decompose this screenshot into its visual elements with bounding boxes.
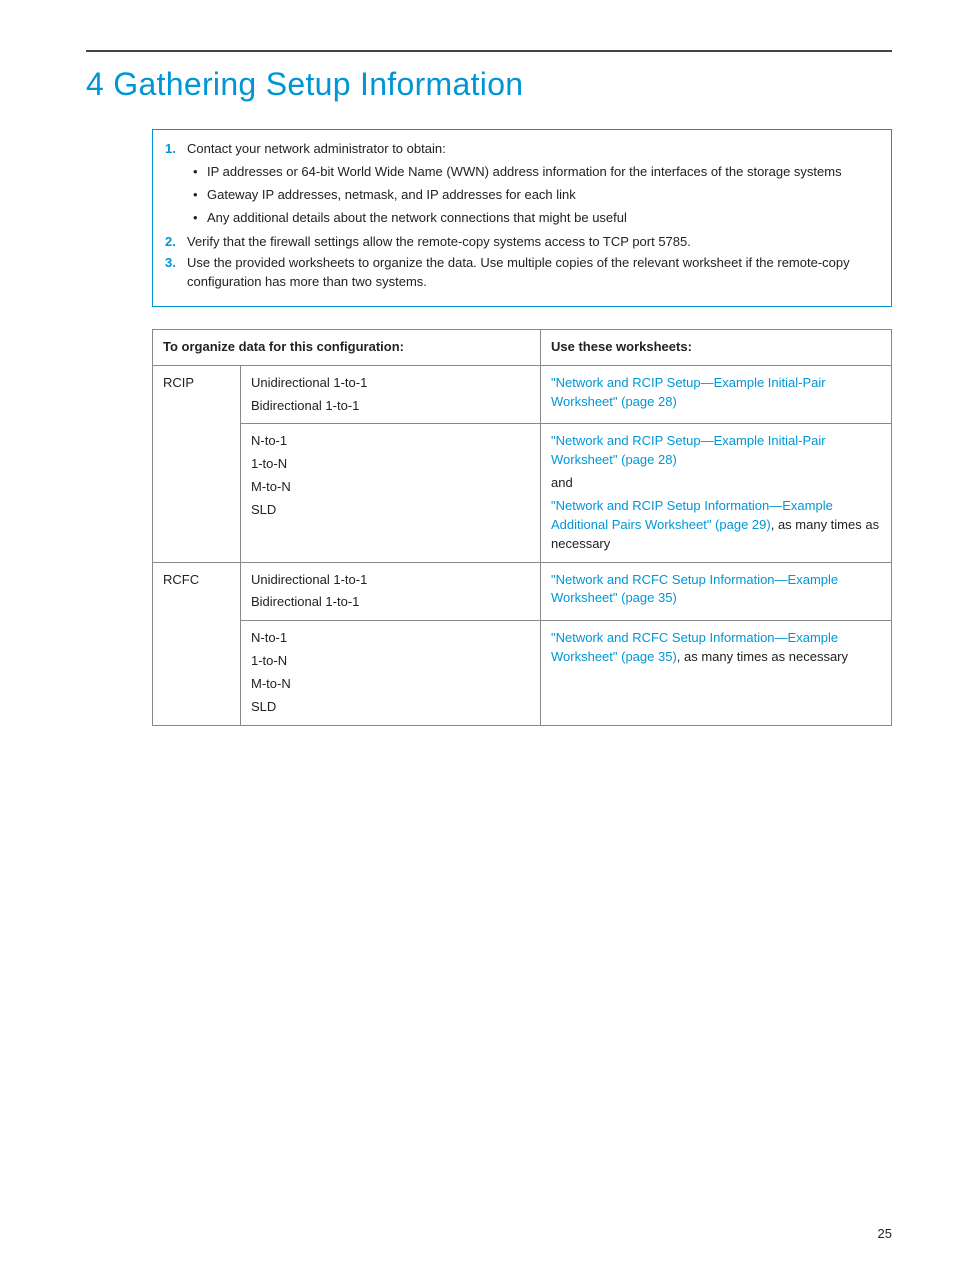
step-3: 3. Use the provided worksheets to organi…	[165, 254, 875, 292]
worksheet-link[interactable]: "Network and RCFC Setup Information—Exam…	[551, 572, 838, 606]
cell-config-rcfc-2: N-to-1 1-to-N M-to-N SLD	[241, 621, 541, 725]
cell-ws-rcfc-1: "Network and RCFC Setup Information—Exam…	[541, 562, 892, 621]
config-line: 1-to-N	[251, 652, 530, 671]
config-line: M-to-N	[251, 675, 530, 694]
th-config: To organize data for this configuration:	[153, 329, 541, 365]
step-1-bullet-1: IP addresses or 64-bit World Wide Name (…	[187, 163, 875, 182]
cell-config-rcip-2: N-to-1 1-to-N M-to-N SLD	[241, 424, 541, 562]
cell-config-rcfc-1: Unidirectional 1-to-1 Bidirectional 1-to…	[241, 562, 541, 621]
cell-config-rcip-1: Unidirectional 1-to-1 Bidirectional 1-to…	[241, 365, 541, 424]
worksheet-link[interactable]: "Network and RCIP Setup—Example Initial-…	[551, 433, 826, 467]
cell-proto-rcip: RCIP	[153, 365, 241, 562]
config-line: SLD	[251, 698, 530, 717]
cell-ws-rcip-1: "Network and RCIP Setup—Example Initial-…	[541, 365, 892, 424]
step-1-num: 1.	[165, 140, 176, 159]
step-1-bullet-2: Gateway IP addresses, netmask, and IP ad…	[187, 186, 875, 205]
ws-mid: and	[551, 474, 881, 493]
ws-tail: , as many times as necessary	[677, 649, 848, 664]
config-line: SLD	[251, 501, 530, 520]
config-line: Bidirectional 1-to-1	[251, 593, 530, 612]
page-title: 4 Gathering Setup Information	[86, 66, 892, 103]
config-line: M-to-N	[251, 478, 530, 497]
table-row: RCFC Unidirectional 1-to-1 Bidirectional…	[153, 562, 892, 621]
config-line: Unidirectional 1-to-1	[251, 374, 530, 393]
step-2-num: 2.	[165, 233, 176, 252]
step-1-bullet-3: Any additional details about the network…	[187, 209, 875, 228]
step-2: 2. Verify that the firewall settings all…	[165, 233, 875, 252]
step-3-num: 3.	[165, 254, 176, 273]
cell-ws-rcip-2: "Network and RCIP Setup—Example Initial-…	[541, 424, 892, 562]
worksheet-link[interactable]: "Network and RCIP Setup—Example Initial-…	[551, 375, 826, 409]
step-1-text: Contact your network administrator to ob…	[187, 141, 446, 156]
config-line: Unidirectional 1-to-1	[251, 571, 530, 590]
config-line: Bidirectional 1-to-1	[251, 397, 530, 416]
config-line: 1-to-N	[251, 455, 530, 474]
step-1: 1. Contact your network administrator to…	[165, 140, 875, 227]
page-number: 25	[878, 1226, 892, 1241]
th-worksheets: Use these worksheets:	[541, 329, 892, 365]
steps-box: 1. Contact your network administrator to…	[152, 129, 892, 307]
config-line: N-to-1	[251, 629, 530, 648]
cell-ws-rcfc-2: "Network and RCFC Setup Information—Exam…	[541, 621, 892, 725]
table-row: RCIP Unidirectional 1-to-1 Bidirectional…	[153, 365, 892, 424]
cell-proto-rcfc: RCFC	[153, 562, 241, 725]
table-row: N-to-1 1-to-N M-to-N SLD "Network and RC…	[153, 424, 892, 562]
worksheets-table: To organize data for this configuration:…	[152, 329, 892, 726]
top-rule	[86, 50, 892, 52]
step-3-text: Use the provided worksheets to organize …	[187, 255, 850, 289]
table-row: N-to-1 1-to-N M-to-N SLD "Network and RC…	[153, 621, 892, 725]
step-2-text: Verify that the firewall settings allow …	[187, 234, 691, 249]
config-line: N-to-1	[251, 432, 530, 451]
